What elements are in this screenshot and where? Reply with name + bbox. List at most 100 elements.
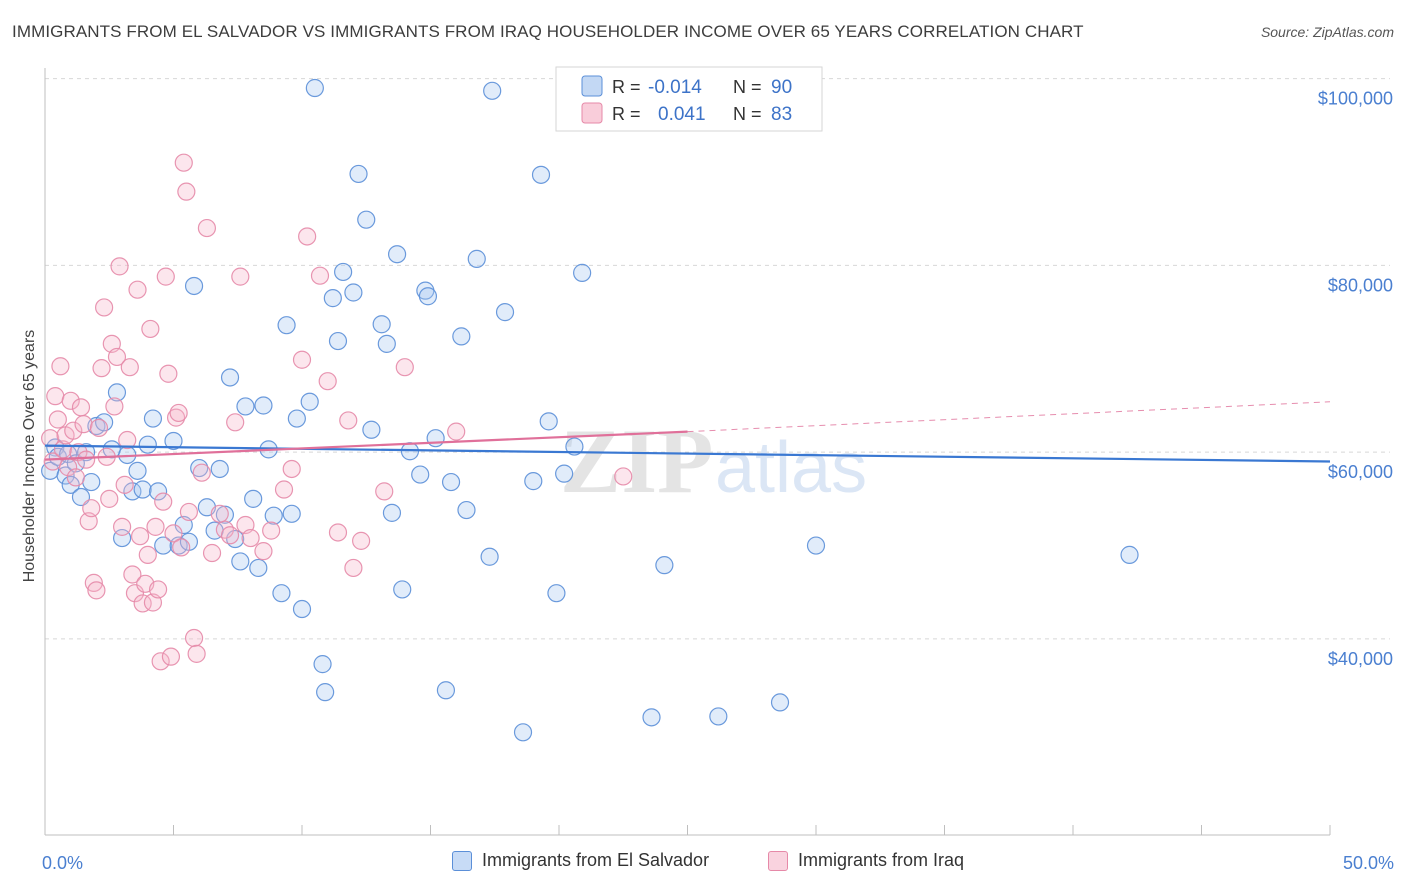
el-salvador-point <box>154 536 173 555</box>
iraq-point <box>172 538 191 557</box>
y-axis-label: Householder Income Over 65 years <box>21 330 38 583</box>
iraq-point <box>161 647 181 666</box>
el-salvador-point <box>328 331 348 351</box>
legend-swatch-blue <box>452 850 472 871</box>
n-label-blue: N = <box>733 77 762 97</box>
legend-swatch-pink <box>768 850 788 871</box>
el-salvador-point <box>210 459 229 479</box>
el-salvador-point <box>184 276 204 296</box>
iraq-point <box>262 521 281 540</box>
el-salvador-point <box>531 165 551 184</box>
x-tick-label-min: 0.0% <box>42 853 83 873</box>
el-salvador-point <box>292 599 312 619</box>
watermark-atlas: atlas <box>715 428 867 508</box>
el-salvador-point <box>305 78 324 98</box>
el-salvador-point <box>323 289 342 308</box>
iraq-point <box>87 581 106 600</box>
series-el-salvador <box>41 78 1139 742</box>
el-salvador-point <box>128 461 147 480</box>
el-salvador-point <box>1120 545 1139 564</box>
y-tick-label-2: $60,000 <box>1328 462 1393 482</box>
iraq-point <box>210 504 229 523</box>
iraq-point <box>318 372 337 391</box>
el-salvador-point <box>539 412 558 431</box>
y-tick-label-0: $100,000 <box>1318 89 1393 109</box>
iraq-point <box>130 527 150 546</box>
iraq-point <box>226 413 245 432</box>
iraq-point <box>164 524 183 543</box>
iraq-point <box>192 463 211 482</box>
el-salvador-point <box>287 409 306 428</box>
el-salvador-point <box>164 431 183 451</box>
iraq-point <box>77 450 96 469</box>
el-salvador-point <box>393 580 412 599</box>
y-tick-label-1: $80,000 <box>1328 275 1393 295</box>
iraq-point <box>107 347 127 367</box>
el-salvador-point <box>426 429 445 448</box>
el-salvador-point <box>495 303 515 322</box>
el-salvador-point <box>143 409 163 428</box>
el-salvador-point <box>411 465 430 484</box>
iraq-point <box>48 410 67 429</box>
iraq-point <box>100 489 119 508</box>
watermark-zip: ZIP <box>560 410 713 512</box>
iraq-point <box>141 319 160 339</box>
iraq-point <box>123 565 142 584</box>
el-salvador-point <box>372 315 391 334</box>
iraq-point <box>282 459 301 479</box>
r-label-pink: R = <box>612 104 641 124</box>
iraq-point <box>298 227 317 246</box>
el-salvador-point <box>357 210 376 229</box>
iraq-point <box>310 266 330 285</box>
iraq-point <box>112 517 132 536</box>
iraq-point <box>292 350 312 369</box>
el-salvador-point <box>236 397 255 416</box>
iraq-point <box>66 468 85 487</box>
el-salvador-point <box>82 472 101 492</box>
legend-item-iraq: Immigrants from Iraq <box>768 850 964 871</box>
iraq-point <box>51 357 70 376</box>
iraq-point <box>169 403 188 423</box>
r-value-pink: 0.041 <box>658 104 706 125</box>
el-salvador-point <box>133 480 152 499</box>
trend-line-iraq-extension <box>687 401 1331 433</box>
el-salvador-point <box>441 472 461 492</box>
iraq-point <box>89 418 109 437</box>
el-salvador-point <box>344 283 363 302</box>
iraq-point <box>95 298 114 317</box>
iraq-point <box>241 528 260 548</box>
el-salvador-point <box>655 556 674 575</box>
iraq-point <box>184 628 204 648</box>
iraq-point <box>254 542 273 561</box>
iraq-point <box>202 543 222 563</box>
iraq-point <box>220 526 240 545</box>
chart-title: IMMIGRANTS FROM EL SALVADOR VS IMMIGRANT… <box>12 22 1084 41</box>
iraq-point <box>115 475 134 494</box>
el-salvador-point <box>362 420 381 439</box>
x-tick-label-max: 50.0% <box>1343 853 1394 873</box>
el-salvador-point <box>220 368 240 387</box>
stats-legend: R = -0.014 N = 90 R = 0.041 N = 83 <box>555 66 823 132</box>
el-salvador-point <box>300 392 319 411</box>
legend-label-el-salvador: Immigrants from El Salvador <box>482 850 710 870</box>
series-iraq <box>41 153 633 671</box>
el-salvador-point <box>377 334 396 353</box>
n-value-blue: 90 <box>771 77 792 98</box>
trend-line-iraq <box>44 430 688 461</box>
iraq-point <box>105 397 124 416</box>
iraq-point <box>125 584 145 603</box>
el-salvador-point <box>71 487 91 507</box>
legend-label-iraq: Immigrants from Iraq <box>798 850 965 870</box>
iraq-point <box>375 482 394 501</box>
iraq-point <box>110 257 129 276</box>
legend-item-el-salvador: Immigrants from El Salvador <box>452 850 709 871</box>
el-salvador-point <box>334 262 353 282</box>
el-salvador-point <box>547 584 566 603</box>
iraq-point <box>174 153 193 172</box>
y-tick-label-3: $40,000 <box>1328 649 1393 669</box>
iraq-point <box>61 391 80 410</box>
iraq-point <box>274 480 294 499</box>
iraq-point <box>328 523 348 542</box>
el-salvador-point <box>138 435 157 454</box>
el-salvador-point <box>215 505 234 524</box>
